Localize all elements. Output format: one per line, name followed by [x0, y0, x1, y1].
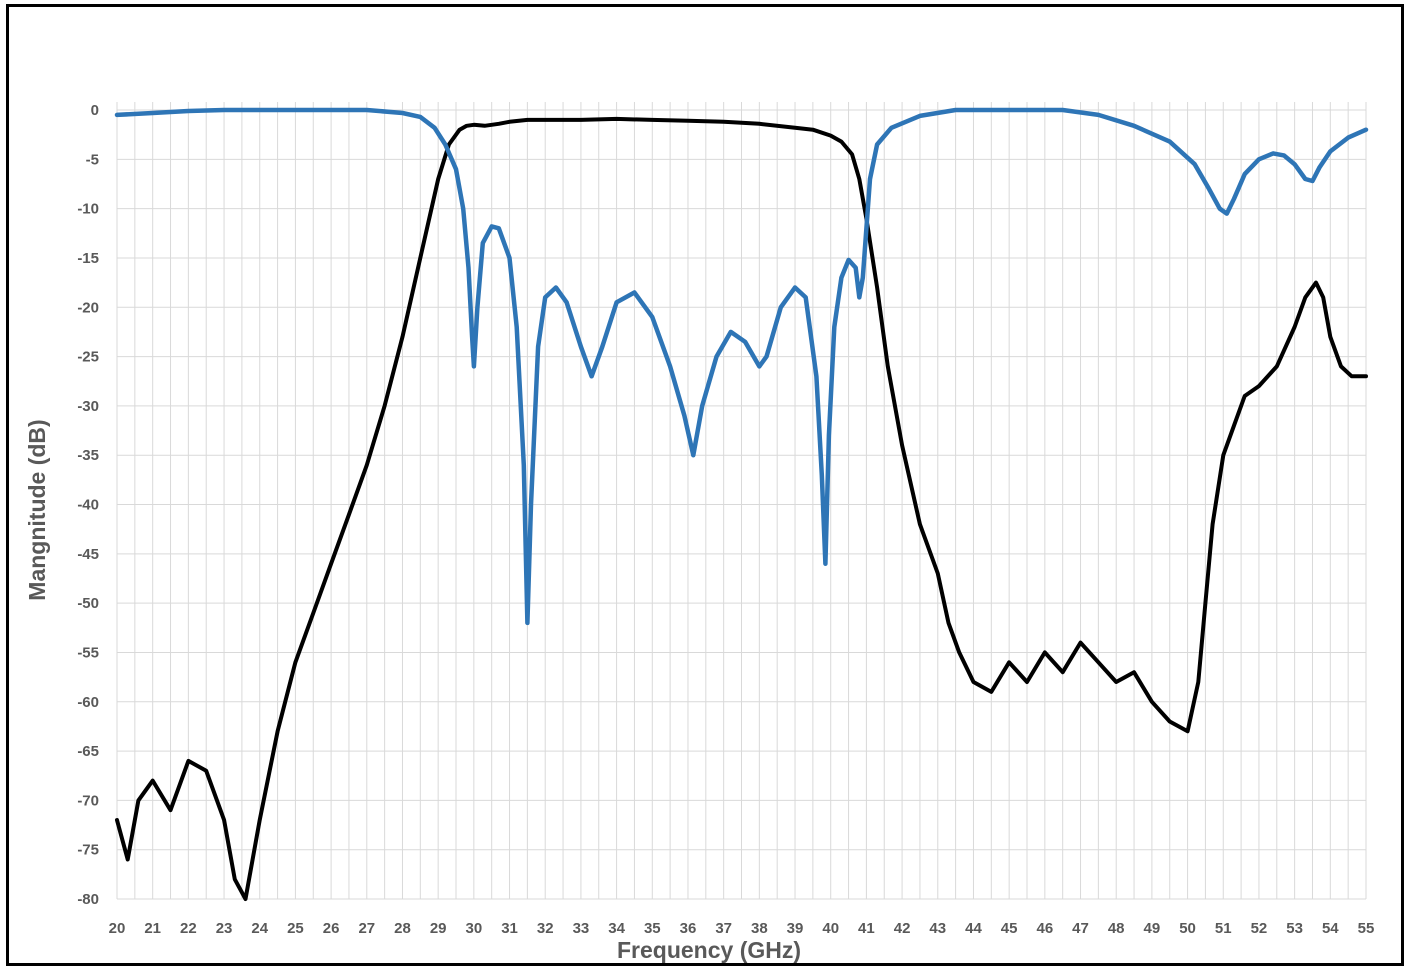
y-tick-label: -60 [77, 694, 99, 711]
y-tick-labels: 0 -5 -10 -15 -20 -25 -30 -35 -40 -45 -50 -55 -60 -65 -… [77, 102, 99, 908]
x-tick-label: 37 [715, 920, 732, 937]
series-layer [114, 107, 1369, 901]
grid [116, 102, 1367, 900]
x-tick-label: 39 [787, 920, 804, 937]
x-tick-label: 33 [573, 920, 590, 937]
y-tick-label: -45 [77, 546, 99, 563]
x-tick-label: 35 [644, 920, 661, 937]
x-tick-label: 27 [358, 920, 375, 937]
x-tick-labels: 20 21 22 23 24 25 26 27 28 29 30 31 32 33 34 35 36 37 38 39… [109, 920, 1375, 937]
x-tick-label: 29 [430, 920, 447, 937]
x-tick-label: 42 [894, 920, 911, 937]
x-tick-label: 45 [1001, 920, 1018, 937]
y-tick-label: -20 [77, 299, 99, 316]
y-tick-label: -50 [77, 595, 99, 612]
y-tick-label: -25 [77, 349, 99, 366]
x-tick-label: 26 [323, 920, 340, 937]
x-tick-label: 55 [1358, 920, 1375, 937]
y-tick-label: -75 [77, 842, 99, 859]
x-tick-label: 20 [109, 920, 126, 937]
x-tick-label: 28 [394, 920, 411, 937]
x-tick-label: 32 [537, 920, 554, 937]
y-tick-label: -80 [77, 891, 99, 908]
x-tick-label: 46 [1036, 920, 1053, 937]
x-tick-label: 44 [965, 920, 982, 937]
x-tick-label: 21 [144, 920, 161, 937]
x-tick-label: 36 [680, 920, 697, 937]
y-tick-label: -35 [77, 447, 99, 464]
x-tick-label: 49 [1144, 920, 1161, 937]
series-line-blue [114, 107, 1369, 626]
x-tick-label: 48 [1108, 920, 1125, 937]
x-tick-label: 43 [929, 920, 946, 937]
series-line-black [115, 116, 1368, 901]
x-tick-label: 40 [822, 920, 839, 937]
x-tick-label: 51 [1215, 920, 1232, 937]
y-tick-label: -5 [86, 151, 99, 168]
x-tick-label: 31 [501, 920, 518, 937]
x-tick-label: 38 [751, 920, 768, 937]
chart-frame [6, 4, 1404, 966]
x-tick-label: 30 [466, 920, 483, 937]
y-tick-label: -40 [77, 497, 99, 514]
x-axis-title: Frequency (GHz) [617, 937, 801, 963]
x-tick-label: 53 [1286, 920, 1303, 937]
y-tick-label: 0 [91, 102, 99, 119]
x-tick-label: 34 [608, 920, 625, 937]
y-axis-title: Mangnitude (dB) [24, 419, 50, 600]
x-tick-label: 52 [1251, 920, 1268, 937]
x-tick-label: 50 [1179, 920, 1196, 937]
x-tick-label: 47 [1072, 920, 1089, 937]
y-tick-label: -55 [77, 644, 99, 661]
x-tick-label: 25 [287, 920, 304, 937]
x-tick-label: 23 [216, 920, 233, 937]
x-tick-label: 22 [180, 920, 197, 937]
y-tick-label: -70 [77, 792, 99, 809]
x-tick-label: 41 [858, 920, 875, 937]
y-tick-label: -30 [77, 398, 99, 415]
y-tick-label: -15 [77, 250, 99, 267]
y-tick-label: -10 [77, 201, 99, 218]
x-tick-label: 24 [251, 920, 268, 937]
x-tick-label: 54 [1322, 920, 1339, 937]
y-tick-label: -65 [77, 743, 99, 760]
